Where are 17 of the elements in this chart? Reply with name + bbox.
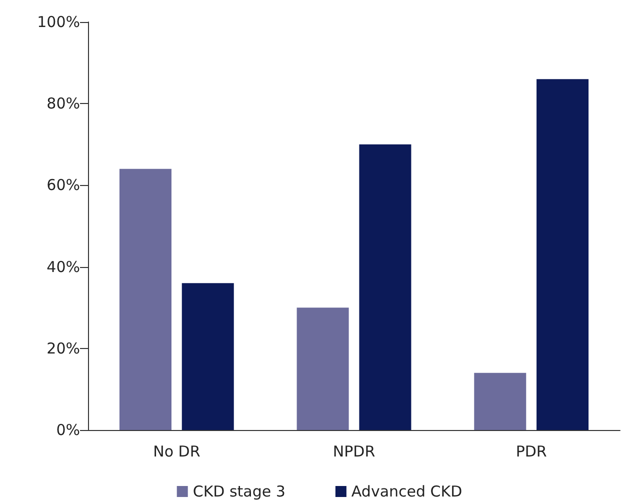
x-tick-label: PDR bbox=[516, 442, 547, 460]
bar bbox=[182, 283, 234, 430]
x-tick-label: NPDR bbox=[332, 442, 376, 460]
y-tick-label: 80% bbox=[46, 94, 80, 113]
y-tick-label: 40% bbox=[46, 258, 80, 276]
bar bbox=[296, 308, 349, 430]
bar bbox=[359, 144, 412, 430]
bar bbox=[119, 168, 172, 430]
bar bbox=[474, 372, 526, 430]
y-tick-label: 60% bbox=[46, 176, 80, 194]
bar bbox=[536, 79, 589, 430]
y-tick-label: 0% bbox=[56, 421, 80, 439]
legend-label: CKD stage 3 bbox=[192, 482, 286, 500]
x-tick-label: No DR bbox=[153, 442, 200, 460]
legend-label: Advanced CKD bbox=[351, 482, 462, 500]
y-tick-label: 20% bbox=[46, 339, 80, 358]
y-tick-label: 100% bbox=[37, 13, 80, 31]
